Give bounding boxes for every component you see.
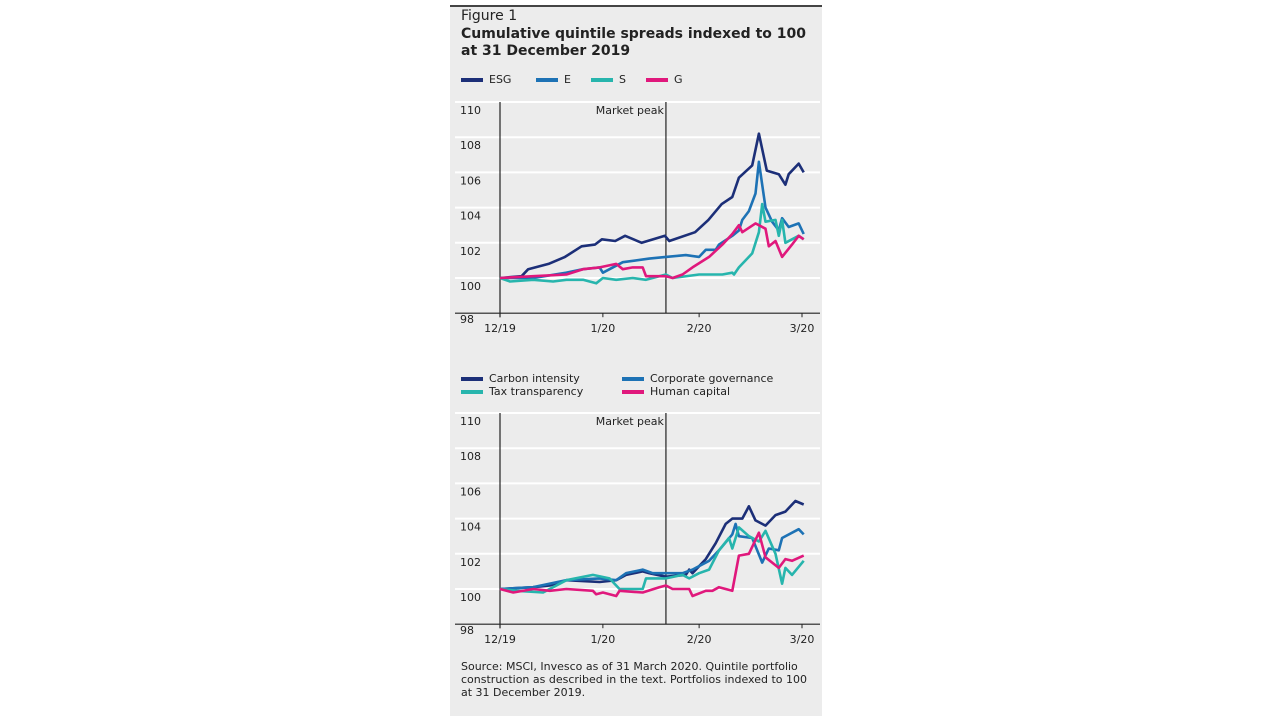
x-tick-label: 2/20 bbox=[687, 322, 712, 335]
y-tick-label: 108 bbox=[460, 450, 481, 463]
y-tick-label: 100 bbox=[460, 280, 481, 293]
chart-title: Cumulative quintile spreads indexed to 1… bbox=[461, 26, 806, 59]
x-tick-label: 2/20 bbox=[687, 633, 712, 646]
y-tick-label: 100 bbox=[460, 591, 481, 604]
legend-item: Human capital bbox=[622, 385, 730, 398]
y-tick-label: 110 bbox=[460, 415, 481, 428]
legend-item: Tax transparency bbox=[461, 385, 583, 398]
legend-label: Carbon intensity bbox=[489, 372, 580, 385]
y-tick-label: 98 bbox=[460, 624, 474, 637]
market-peak-label: Market peak bbox=[596, 104, 665, 117]
legend-item: Carbon intensity bbox=[461, 372, 580, 385]
source-note: Source: MSCI, Invesco as of 31 March 202… bbox=[461, 660, 808, 699]
y-tick-label: 106 bbox=[460, 485, 481, 498]
figure-panel bbox=[450, 5, 822, 716]
x-tick-label: 3/20 bbox=[790, 322, 815, 335]
legend-swatch bbox=[622, 389, 644, 394]
legend-label: G bbox=[674, 73, 683, 86]
series-line-e bbox=[500, 160, 805, 280]
legend-swatch bbox=[536, 77, 558, 82]
legend-item: ESG bbox=[461, 73, 511, 86]
series-line-carbon-intensity bbox=[499, 499, 805, 591]
series-line-esg bbox=[499, 132, 805, 280]
legend-label: Corporate governance bbox=[650, 372, 774, 385]
y-tick-label: 106 bbox=[460, 174, 481, 187]
market-peak-label: Market peak bbox=[596, 415, 665, 428]
legend-swatch bbox=[646, 77, 668, 82]
legend-item: Corporate governance bbox=[622, 372, 773, 385]
x-tick-label: 1/20 bbox=[591, 322, 616, 335]
series-line-g bbox=[499, 222, 805, 280]
legend-swatch bbox=[622, 376, 644, 381]
y-tick-label: 98 bbox=[460, 313, 474, 326]
y-tick-label: 104 bbox=[460, 521, 481, 534]
legend-swatch bbox=[591, 77, 613, 82]
x-tick-label: 3/20 bbox=[790, 633, 815, 646]
y-tick-label: 108 bbox=[460, 139, 481, 152]
y-tick-label: 104 bbox=[460, 210, 481, 223]
legend-label: S bbox=[619, 73, 626, 86]
legend-label: E bbox=[564, 73, 571, 86]
y-tick-label: 102 bbox=[460, 556, 481, 569]
legend-swatch bbox=[461, 77, 483, 82]
x-tick-label: 12/19 bbox=[484, 633, 516, 646]
chart-themes: 98 100 102 104 106 108 110 12/19 1/20 2/20 3/20 Mar… bbox=[455, 412, 820, 646]
series-line-human-capital bbox=[499, 531, 805, 598]
x-tick-label: 1/20 bbox=[591, 633, 616, 646]
series-line-tax-transparency bbox=[499, 526, 805, 594]
legend-item: G bbox=[646, 73, 683, 86]
legend-item: E bbox=[536, 73, 571, 86]
legend-label: Human capital bbox=[650, 385, 731, 398]
series-line-s bbox=[499, 202, 805, 285]
figure-label: Figure 1 bbox=[461, 8, 518, 24]
chart-esg: 98 100 102 104 106 108 110 12/19 1/20 2/20 3/20 Mar… bbox=[455, 101, 820, 335]
x-tick-label: 12/19 bbox=[484, 322, 516, 335]
legend-label: ESG bbox=[489, 73, 512, 86]
legend-swatch bbox=[461, 376, 483, 381]
legend-item: S bbox=[591, 73, 626, 86]
y-tick-label: 110 bbox=[460, 104, 481, 117]
legend-swatch bbox=[461, 389, 483, 394]
series-line-corporate-governance bbox=[499, 522, 805, 591]
legend-label: Tax transparency bbox=[489, 385, 584, 398]
y-tick-label: 102 bbox=[460, 245, 481, 258]
